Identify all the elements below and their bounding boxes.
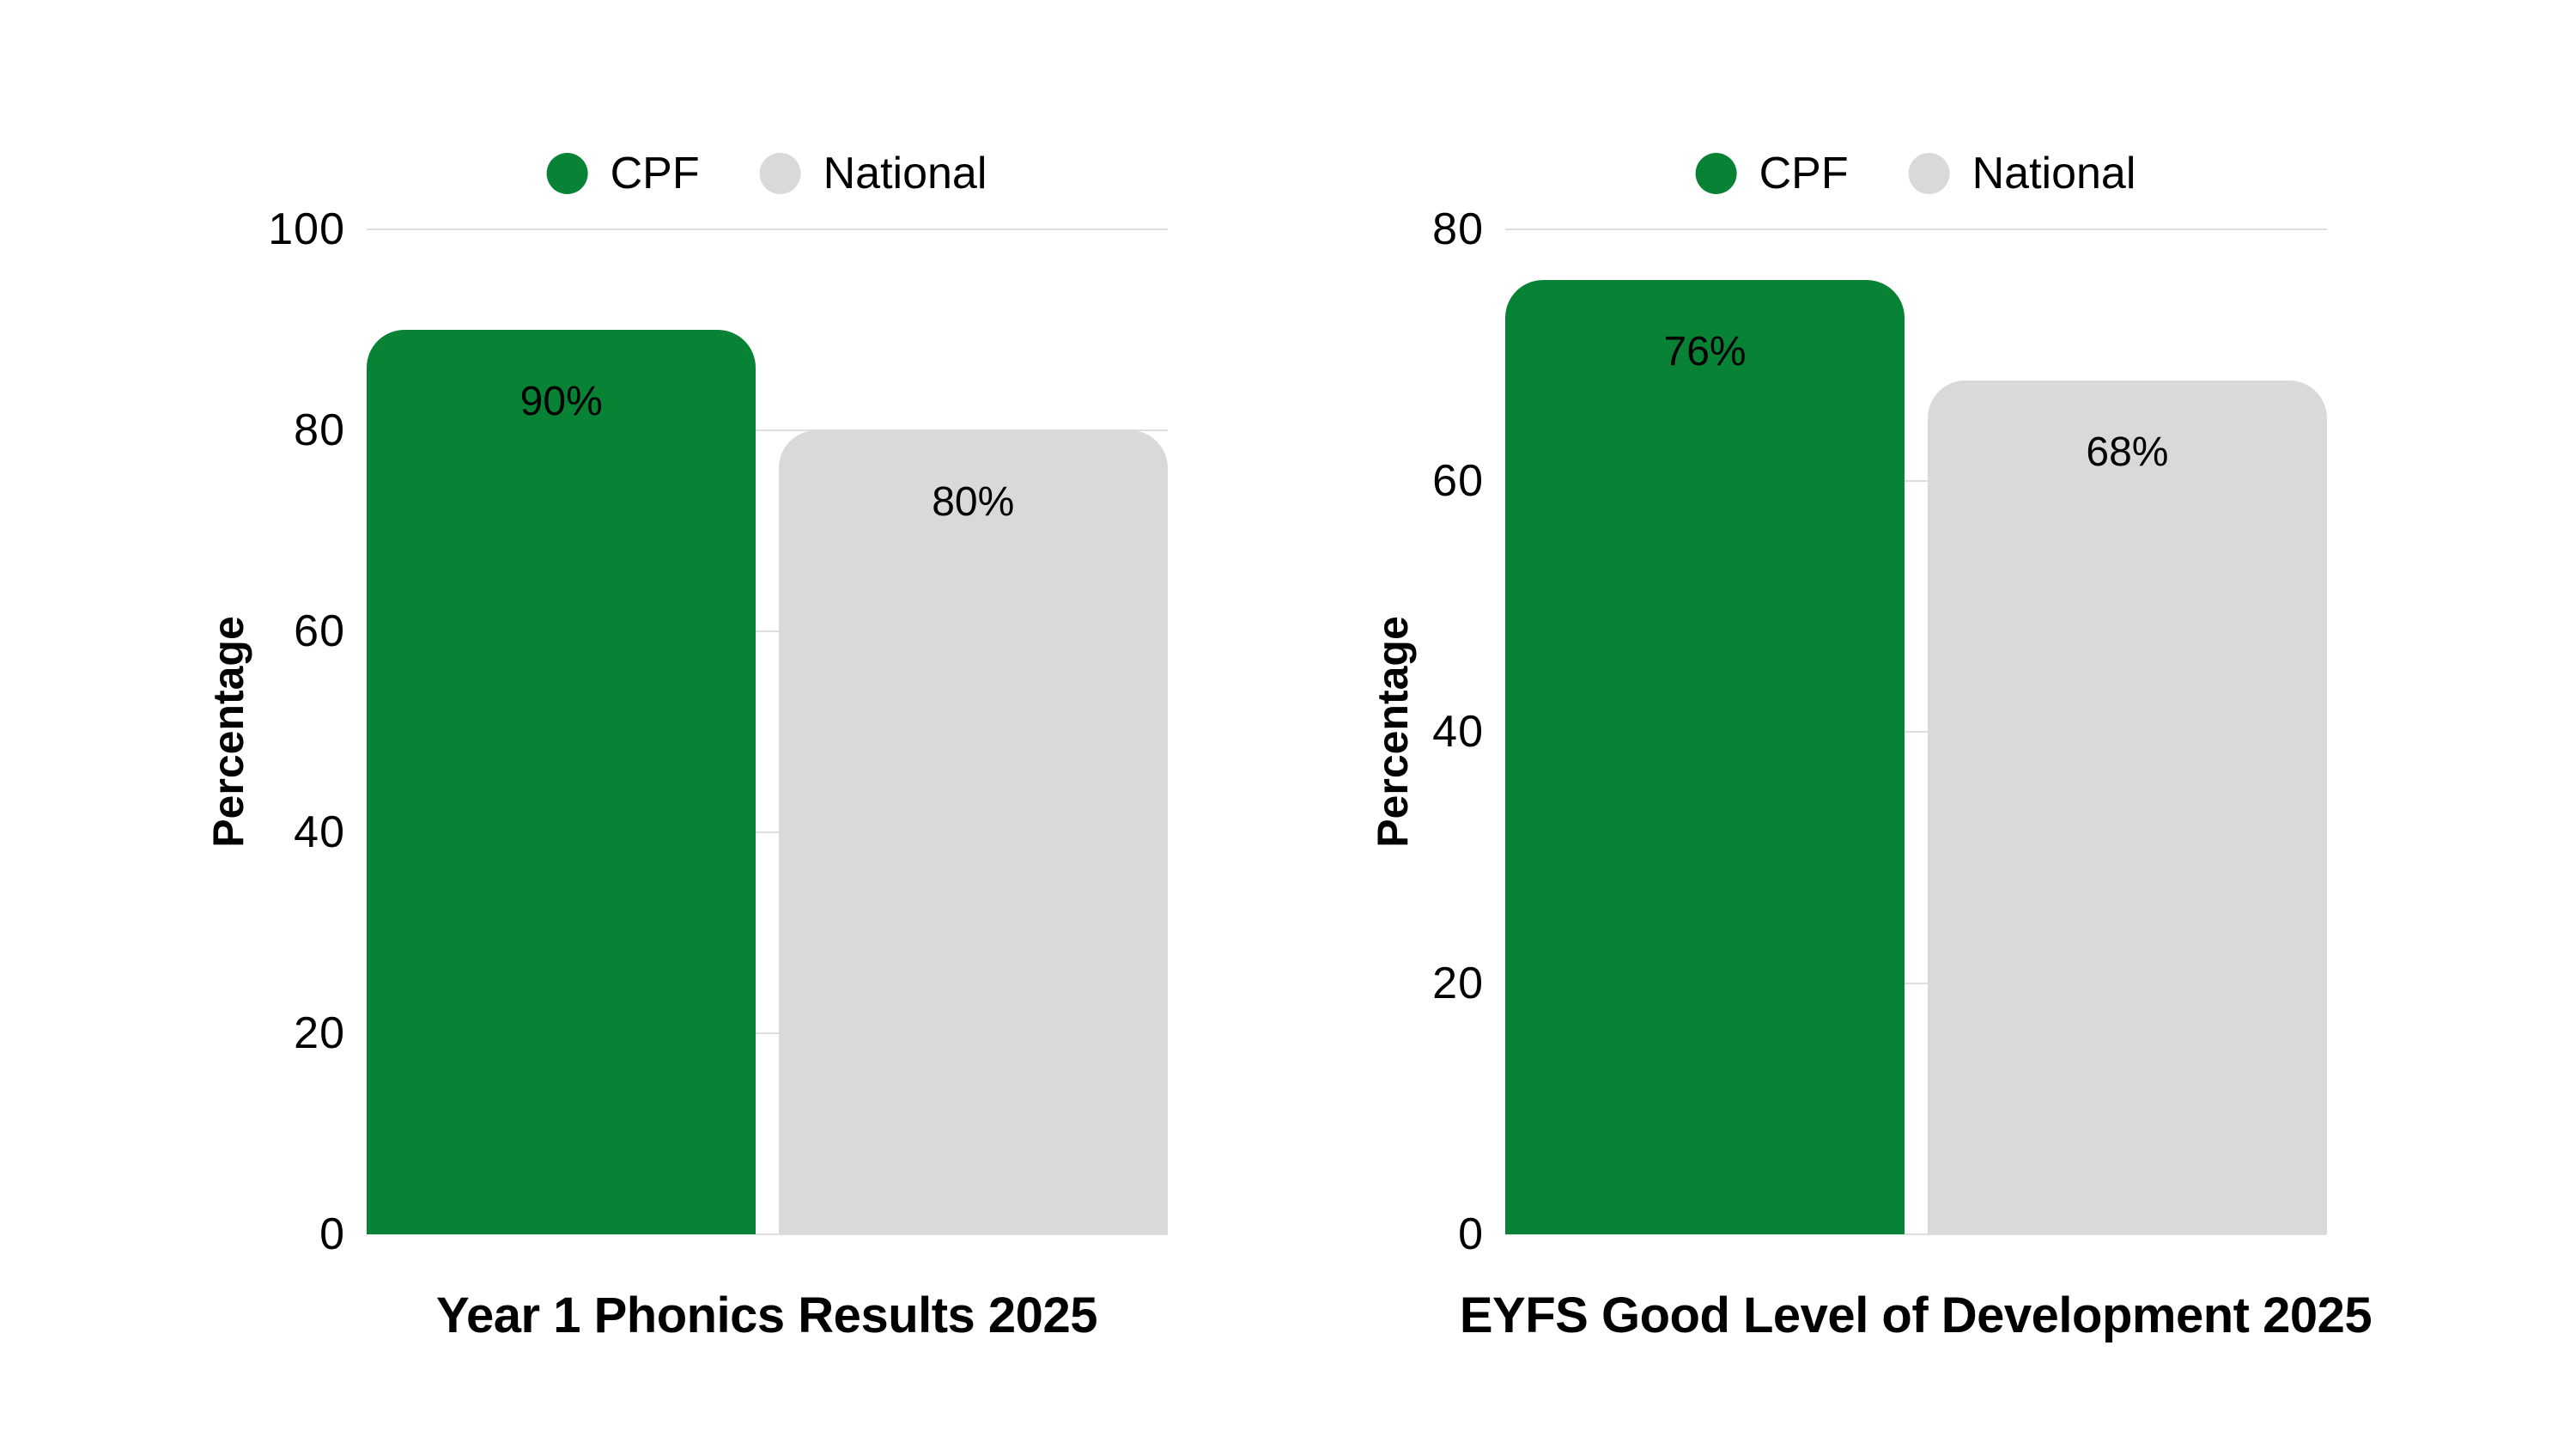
legend-item-national: National: [1908, 148, 2136, 199]
legend-item-cpf: CPF: [1695, 148, 1849, 199]
y-tick-label-60: 60: [1432, 455, 1484, 506]
legend-marker-national-icon: [1908, 153, 1950, 194]
gridline-60: [1505, 479, 2327, 482]
y-tick-label-60: 60: [294, 606, 345, 656]
y-tick-label-40: 40: [294, 807, 345, 857]
plot-area: 90% 80%: [367, 228, 1168, 1235]
bar-cpf: 90%: [367, 330, 756, 1234]
legend: CPF National: [546, 148, 987, 199]
bar-value-label-cpf: 90%: [519, 379, 603, 424]
y-tick-label-0: 0: [1458, 1209, 1484, 1259]
legend: CPF National: [1695, 148, 2136, 199]
legend-label-cpf: CPF: [610, 149, 700, 198]
bar-value-label-cpf: 76%: [1663, 328, 1747, 374]
bar-value-label-national: 80%: [932, 479, 1015, 525]
bar-cpf: 76%: [1505, 279, 1905, 1234]
gridline-40: [367, 831, 1168, 833]
chart-title: EYFS Good Level of Development 2025: [1459, 1288, 2372, 1343]
y-tick-label-80: 80: [294, 405, 345, 455]
legend-marker-cpf-icon: [546, 153, 588, 194]
y-axis-ticks: 80 60 40 20 0: [1230, 207, 1484, 1257]
y-tick-label-80: 80: [1432, 204, 1484, 254]
gridline-100: [367, 228, 1168, 230]
gridline-20: [367, 1032, 1168, 1034]
y-tick-label-40: 40: [1432, 707, 1484, 757]
gridline-60: [367, 630, 1168, 632]
legend-label-national: National: [823, 149, 987, 198]
y-tick-label-20: 20: [1432, 958, 1484, 1008]
legend-marker-cpf-icon: [1695, 153, 1737, 194]
gridline-20: [1505, 982, 2327, 984]
bar-national: 68%: [1927, 380, 2327, 1234]
bar-value-label-national: 68%: [2086, 429, 2169, 475]
legend-item-national: National: [759, 148, 987, 199]
bar-national: 80%: [778, 430, 1168, 1234]
plot-area: 76% 68%: [1505, 228, 2327, 1235]
y-tick-label-100: 100: [268, 204, 345, 254]
gridline-80: [367, 429, 1168, 431]
gridline-40: [1505, 731, 2327, 733]
legend-item-cpf: CPF: [546, 148, 700, 199]
chart-title: Year 1 Phonics Results 2025: [436, 1288, 1097, 1343]
gridline-0: [1505, 1233, 2327, 1235]
gridline-80: [1505, 228, 2327, 230]
legend-marker-national-icon: [759, 153, 801, 194]
gridline-0: [367, 1233, 1168, 1235]
y-tick-label-20: 20: [294, 1008, 345, 1058]
legend-label-national: National: [1971, 149, 2136, 198]
y-tick-label-0: 0: [319, 1209, 345, 1259]
legend-label-cpf: CPF: [1759, 149, 1849, 198]
y-axis-ticks: 100 80 60 40 20 0: [92, 207, 345, 1257]
